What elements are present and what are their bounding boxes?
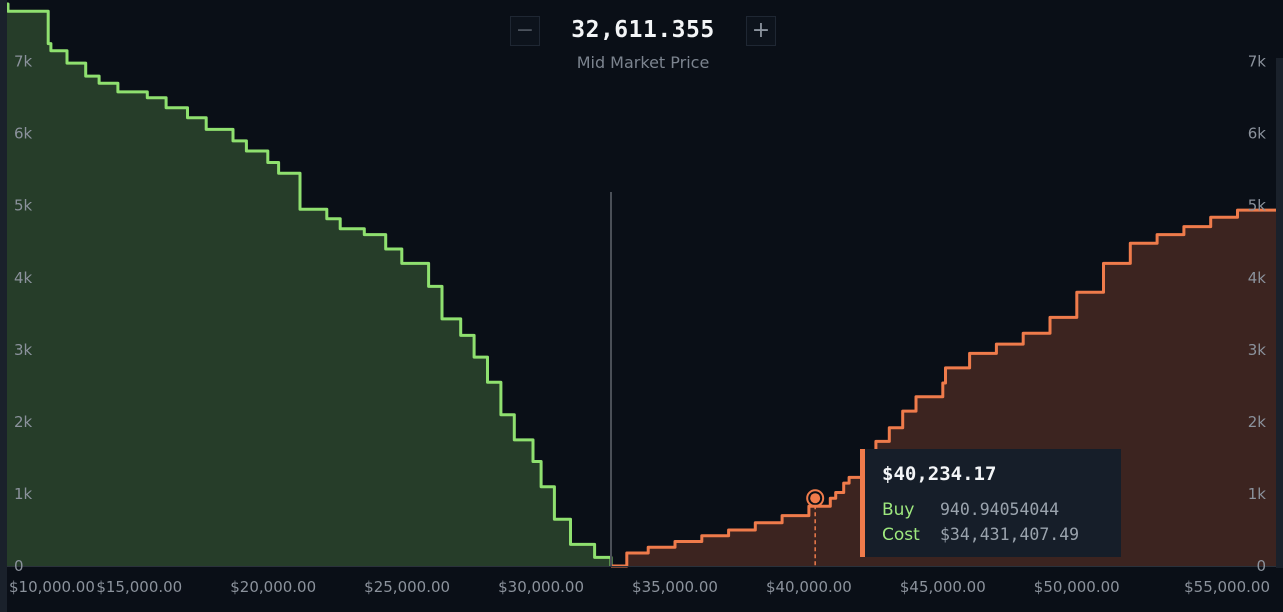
highlight-point xyxy=(810,493,821,504)
y-tick-label-right: 6k xyxy=(1248,125,1267,143)
ask-depth-line xyxy=(611,205,1283,568)
x-tick-label: $15,000.00 xyxy=(96,578,182,596)
y-tick-label-left: 2k xyxy=(14,413,33,431)
tooltip-buy-row: Buy 940.94054044 xyxy=(882,500,1059,520)
y-tick-label-left: 3k xyxy=(14,341,33,359)
y-tick-label-left: 0 xyxy=(14,557,24,575)
highlight-ring xyxy=(806,489,825,508)
y-tick-label-left: 5k xyxy=(14,197,33,215)
y-tick-label-left: 4k xyxy=(14,269,33,287)
x-tick-label: $25,000.00 xyxy=(364,578,450,596)
depth-tooltip: $40,234.17 Buy 940.94054044 Cost $34,431,4… xyxy=(860,449,1121,557)
y-tick-label-right: 7k xyxy=(1248,53,1267,71)
y-tick-label-right: 4k xyxy=(1248,269,1267,287)
mid-price-header: − 32,611.355 + Mid Market Price xyxy=(510,15,776,75)
tooltip-accent-bar xyxy=(860,449,865,557)
tooltip-buy-label: Buy xyxy=(882,500,915,520)
y-tick-label-right: 1k xyxy=(1248,485,1267,503)
y-tick-label-right: 3k xyxy=(1248,341,1267,359)
x-tick-label: $55,000.00 xyxy=(1184,578,1270,596)
y-tick-label-right: 0 xyxy=(1256,557,1266,575)
x-tick-label: $45,000.00 xyxy=(900,578,986,596)
x-tick-label: $30,000.00 xyxy=(498,578,584,596)
mid-market-price-value: 32,611.355 xyxy=(571,17,715,43)
tooltip-price: $40,234.17 xyxy=(882,463,997,485)
y-tick-label-left: 7k xyxy=(14,53,33,71)
x-tick-label: $50,000.00 xyxy=(1034,578,1120,596)
x-tick-label: $35,000.00 xyxy=(632,578,718,596)
x-tick-label: $10,000.00 xyxy=(9,578,95,596)
y-tick-label-right: 2k xyxy=(1248,413,1267,431)
increase-price-button[interactable]: + xyxy=(746,16,776,46)
bid-depth-area xyxy=(0,4,611,566)
mid-market-price-label: Mid Market Price xyxy=(576,53,710,72)
tooltip-cost-row: Cost $34,431,407.49 xyxy=(882,525,1079,545)
decrease-price-button[interactable]: − xyxy=(510,16,540,46)
y-tick-label-right: 5k xyxy=(1248,197,1267,215)
tooltip-cost-label: Cost xyxy=(882,525,920,545)
x-tick-label: $40,000.00 xyxy=(766,578,852,596)
x-tick-label: $20,000.00 xyxy=(230,578,316,596)
y-tick-label-left: 6k xyxy=(14,125,33,143)
y-tick-label-left: 1k xyxy=(14,485,33,503)
bid-depth-line xyxy=(0,2,613,566)
right-edge-bar xyxy=(1276,58,1283,568)
tooltip-cost-value: $34,431,407.49 xyxy=(940,525,1080,544)
left-edge-bar xyxy=(0,0,7,612)
tooltip-buy-value: 940.94054044 xyxy=(940,500,1060,519)
